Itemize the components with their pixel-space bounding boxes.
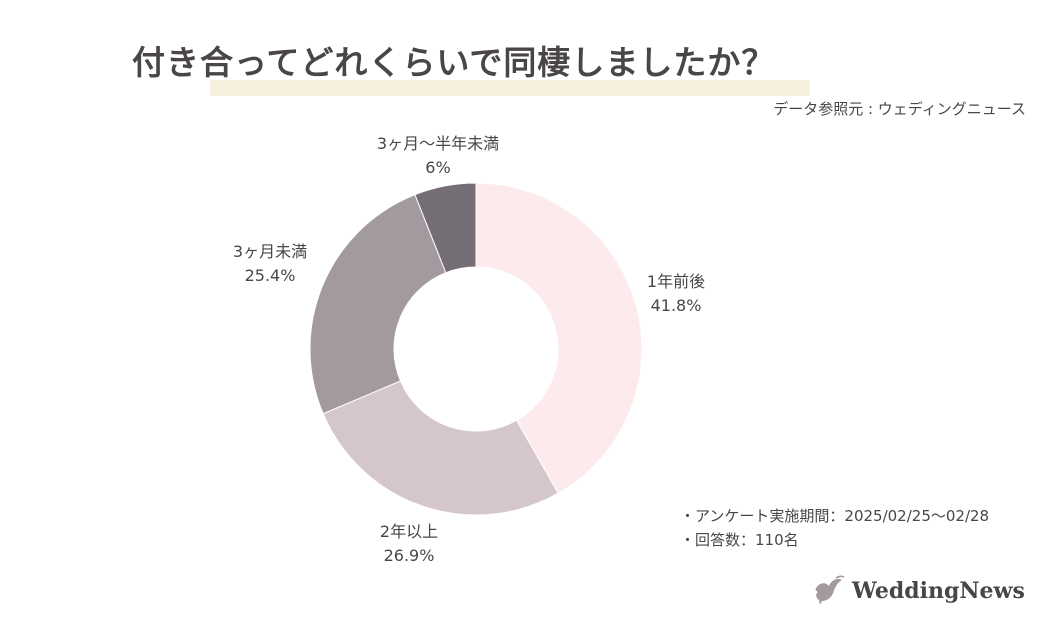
logo-text: WeddingNews [852, 578, 1025, 604]
donut-slice-3 [309, 193, 447, 415]
title-highlight [210, 80, 810, 96]
slice-label-4: 3ヶ月〜半年未満 6% [377, 132, 499, 180]
survey-period: ・アンケート実施期間：2025/02/25〜02/28 [680, 507, 990, 525]
donut-slice-4 [414, 182, 477, 274]
donut-slice-2 [322, 380, 559, 516]
survey-respondents: ・回答数：110名 [680, 531, 799, 549]
chart-title: 付き合ってどれくらいで同棲しましたか？ [132, 43, 776, 82]
slice-label-1: 1年前後 41.8% [647, 270, 705, 318]
dove-icon [815, 575, 845, 605]
slice-label-3-name: 3ヶ月未満 [232, 242, 308, 261]
source-credit: データ参照元 : ウェディングニュース [773, 100, 1026, 118]
brand-logo: WeddingNews [812, 574, 1025, 608]
slice-label-3-value: 25.4% [244, 266, 296, 285]
slice-label-2: 2年以上 26.9% [380, 520, 438, 568]
slice-label-1-value: 41.8% [650, 296, 702, 315]
slice-label-4-name: 3ヶ月〜半年未満 [376, 134, 500, 153]
slice-label-1-name: 1年前後 [646, 272, 706, 291]
survey-notes: ・アンケート実施期間：2025/02/25〜02/28 ・回答数：110名 [680, 504, 989, 552]
slice-label-4-value: 6% [425, 158, 451, 177]
slice-label-3: 3ヶ月未満 25.4% [233, 240, 307, 288]
slice-label-2-value: 26.9% [383, 546, 435, 565]
slice-label-2-name: 2年以上 [379, 522, 439, 541]
donut-slice-1 [475, 182, 643, 494]
title-area: 付き合ってどれくらいで同棲しましたか？ [132, 36, 810, 96]
